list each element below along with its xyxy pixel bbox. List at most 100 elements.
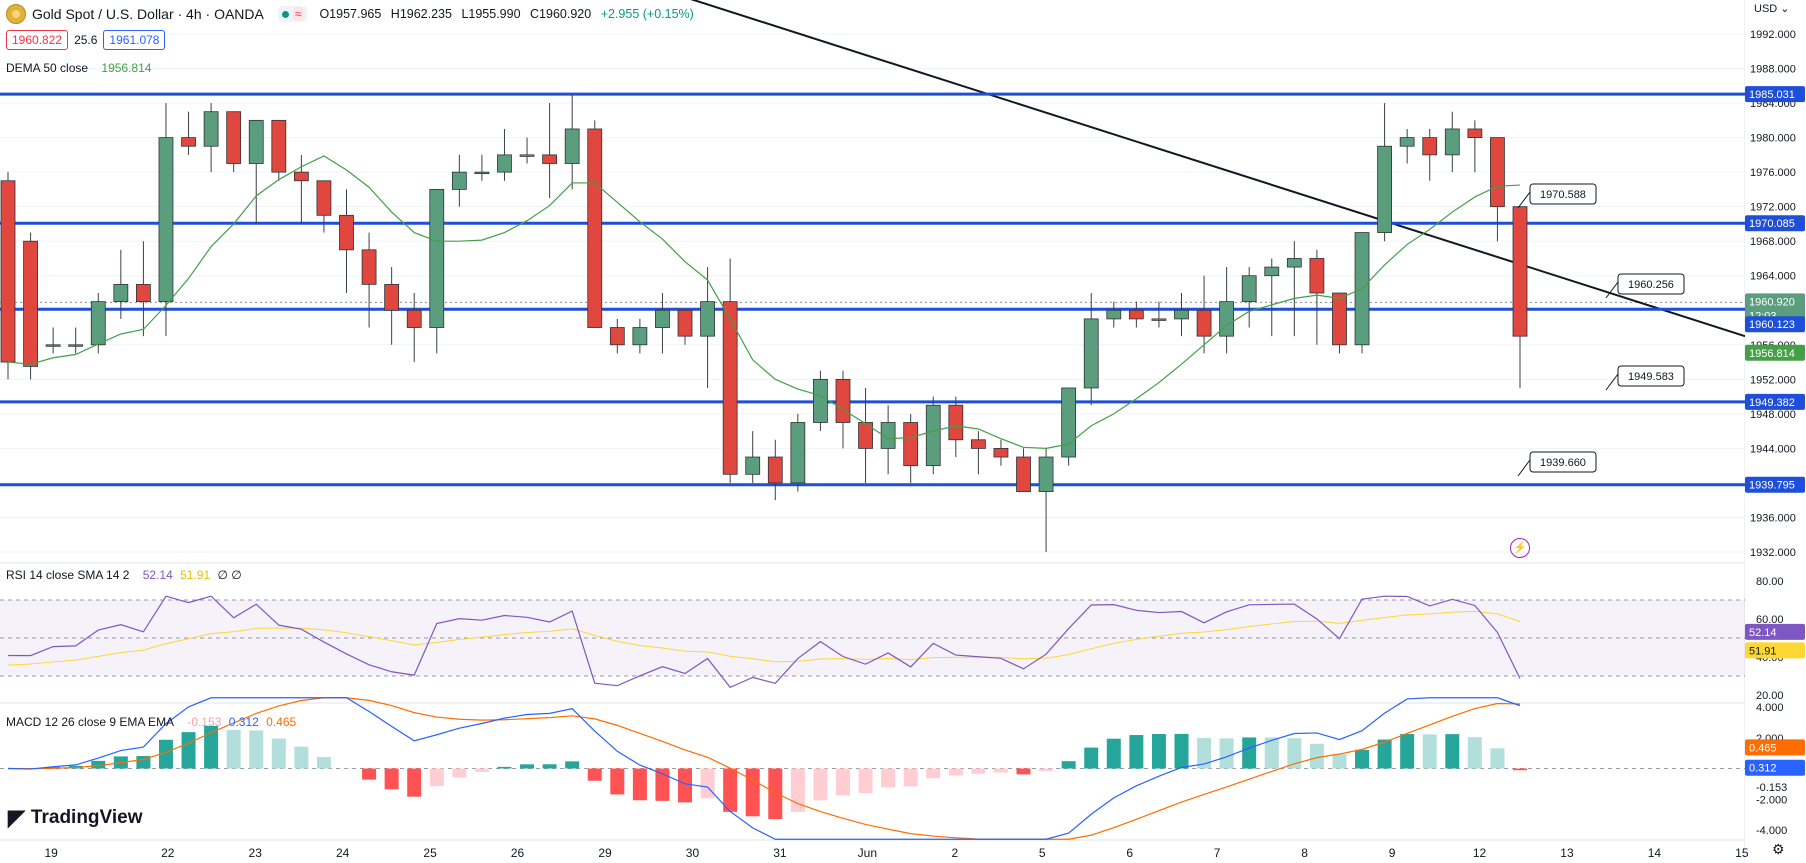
status-pills[interactable]: ≈	[277, 6, 308, 22]
candle-body	[406, 309, 422, 328]
price-tick: 1964.000	[1750, 271, 1796, 283]
rsi-legend[interactable]: RSI 14 close SMA 14 2 52.14 51.91 ∅ ∅	[6, 568, 246, 582]
callout-label: 1949.583	[1628, 371, 1674, 383]
candle-body	[993, 447, 1009, 458]
macd-last-label-tag	[1745, 759, 1805, 776]
spread-value: 25.6	[74, 33, 98, 47]
candle-body	[90, 301, 106, 346]
dema-label: DEMA 50 close	[6, 61, 89, 75]
callout-box	[1529, 451, 1597, 473]
callout-pointer	[1517, 191, 1531, 209]
candle-body	[1196, 309, 1212, 337]
candle-body	[925, 404, 941, 467]
candle-body	[1399, 137, 1415, 147]
macd-legend[interactable]: MACD 12 26 close 9 EMA EMA -0.153 0.312 …	[6, 715, 300, 729]
candle-body	[745, 456, 761, 475]
level-label-tag	[1745, 393, 1805, 410]
candle-body	[1422, 137, 1438, 156]
price-tick: 1952.000	[1750, 374, 1796, 386]
macd-histogram-bar	[362, 768, 377, 780]
level-label-tag	[1745, 215, 1805, 232]
price-tick: 1932.000	[1750, 547, 1796, 559]
macd-histogram-bar	[1242, 737, 1257, 769]
macd-histogram-bar	[1332, 754, 1347, 769]
candle-body	[271, 119, 287, 173]
macd-histogram-bar	[1400, 733, 1415, 769]
macd-pane	[0, 697, 1745, 840]
price-tick: 1948.000	[1750, 409, 1796, 421]
candle-body	[722, 301, 738, 475]
macd-histogram-bar	[745, 768, 760, 817]
macd-histogram-bar	[204, 725, 219, 769]
candle-body	[1490, 137, 1505, 208]
time-axis[interactable]: 19 22 23 24 25 26 29 30 31 Jun 2 5 6 7 8 9 12 13 14 15	[44, 846, 1748, 860]
symbol-title[interactable]: Gold Spot / U.S. Dollar · 4h · OANDA	[32, 6, 264, 22]
callout-label: 1970.588	[1540, 189, 1586, 201]
dema-last-label: 1956.814	[1749, 348, 1795, 360]
currency-selector[interactable]: USD ⌄	[1754, 3, 1790, 15]
candle-body	[339, 214, 354, 251]
macd-histogram-bar	[249, 730, 264, 769]
rsi-sma-value: 51.91	[180, 568, 211, 582]
macd-histogram-bar	[1309, 743, 1324, 769]
macd-histogram-bar	[971, 768, 986, 774]
time-tick: 31	[773, 846, 787, 860]
tradingview-logo[interactable]: ◤ TradingView	[8, 805, 143, 831]
dema-curve	[7, 155, 1521, 450]
candle-body	[835, 378, 851, 423]
macd-histogram-bar	[723, 768, 738, 812]
time-tick: 5	[1039, 846, 1046, 860]
price-axis[interactable]: 1992.0001988.0001984.0001980.0001976.000…	[1745, 0, 1806, 863]
macd-histogram-bar	[587, 768, 602, 781]
gold-coin-icon	[6, 4, 26, 24]
rsi-tick: 20.00	[1756, 690, 1784, 702]
time-tick: 26	[511, 846, 525, 860]
candlesticks	[0, 94, 1528, 552]
lightning-icon[interactable]: ⚡	[1510, 538, 1530, 558]
level-label-tag	[1745, 316, 1805, 333]
rsi-value: 52.14	[142, 568, 173, 582]
macd-histogram-bar	[1039, 768, 1054, 772]
price-tick: 1992.000	[1750, 29, 1796, 41]
candle-body	[1038, 456, 1054, 492]
price-callouts: 1970.588 1960.256 1949.583 1939.660	[1517, 183, 1685, 477]
low-value: L1955.990	[461, 7, 521, 21]
candle-body	[564, 128, 580, 164]
candle-body	[677, 309, 693, 337]
macd-histogram-bar	[1287, 738, 1302, 769]
dema-legend[interactable]: DEMA 50 close 1956.814	[6, 61, 155, 75]
price-tick: 1976.000	[1750, 167, 1796, 179]
candle-body	[858, 422, 873, 449]
price-tick: 1936.000	[1750, 512, 1796, 524]
candle-body	[0, 180, 16, 363]
buy-button[interactable]: 1961.078	[103, 30, 166, 50]
time-tick: 13	[1560, 846, 1574, 860]
sell-button[interactable]: 1960.822	[6, 30, 69, 50]
macd-histogram-bar	[497, 766, 512, 769]
open-value: O1957.965	[319, 7, 382, 21]
candle-body	[158, 137, 174, 303]
macd-histogram-bar	[610, 768, 625, 795]
settings-icon[interactable]: ⚙	[1772, 841, 1785, 857]
market-open-icon	[281, 10, 289, 18]
macd-histogram-bar	[1377, 739, 1392, 769]
macd-signal-line	[7, 697, 1521, 840]
macd-histogram-bar	[1106, 738, 1121, 769]
rsi-tick: 60.00	[1756, 614, 1784, 626]
macd-histogram-bar	[91, 760, 106, 769]
macd-histogram-bar	[1422, 734, 1437, 769]
trendline	[690, 0, 1746, 338]
candle-body	[1174, 309, 1189, 320]
macd-histogram-bar	[1174, 733, 1189, 769]
wave-icon: ≈	[292, 7, 304, 21]
macd-histogram-bar	[768, 768, 783, 820]
macd-histogram-bar	[294, 746, 309, 769]
macd-histogram-bar	[678, 768, 693, 803]
axis-background	[1745, 0, 1806, 863]
candle-body	[1106, 309, 1122, 320]
close-value: C1960.920	[530, 7, 592, 21]
candle-body	[45, 344, 61, 347]
time-tick: 23	[249, 846, 263, 860]
